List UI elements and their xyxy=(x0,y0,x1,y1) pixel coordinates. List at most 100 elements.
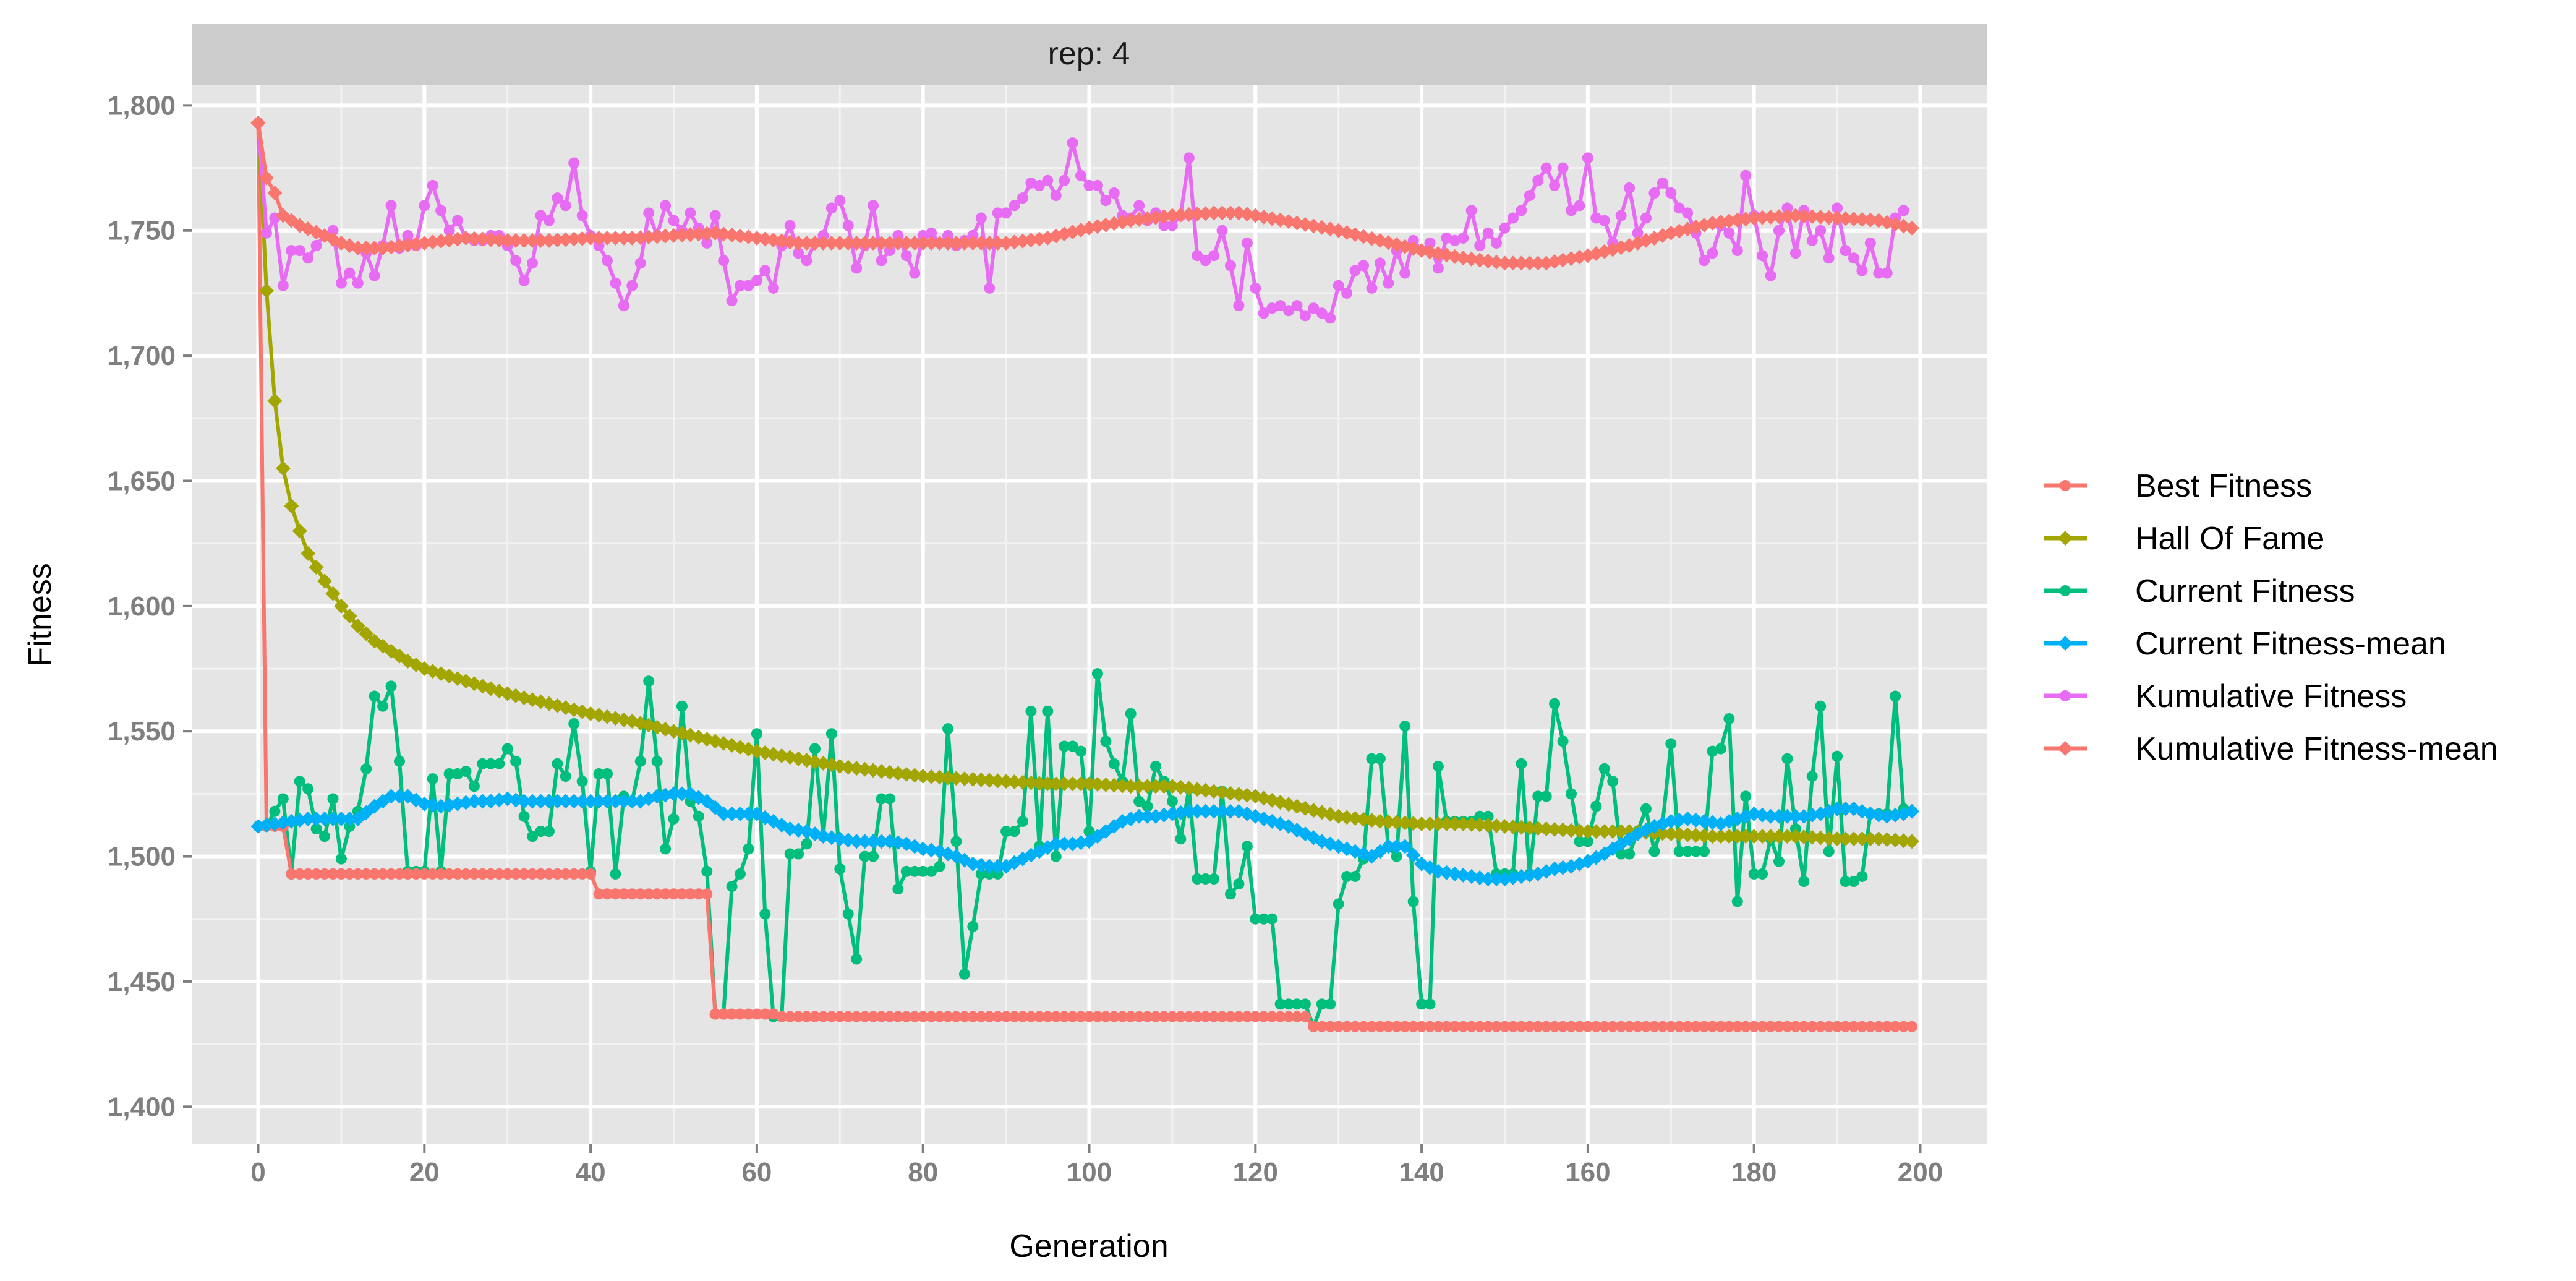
data-point-kumulative-fitness xyxy=(1881,267,1893,279)
legend-label-hall-of-fame: Hall Of Fame xyxy=(2135,521,2324,557)
data-point-kumulative-fitness-mean xyxy=(550,233,565,248)
data-point-best-fitness xyxy=(286,868,297,880)
data-point-best-fitness xyxy=(784,1011,796,1022)
legend-key-current-fitness xyxy=(2044,585,2087,596)
data-point-best-fitness xyxy=(1324,1021,1336,1032)
data-point-best-fitness xyxy=(1033,1011,1045,1022)
data-point-kumulative-fitness xyxy=(1166,220,1178,231)
data-point-kumulative-fitness-mean xyxy=(965,235,981,251)
data-point-best-fitness xyxy=(1333,1021,1344,1032)
data-point-kumulative-fitness-mean xyxy=(574,231,590,246)
data-point-kumulative-fitness-mean xyxy=(857,235,872,251)
data-point-kumulative-fitness xyxy=(1192,250,1203,262)
data-point-best-fitness xyxy=(1192,1011,1203,1022)
data-point-current-fitness xyxy=(294,776,305,787)
data-point-best-fitness xyxy=(1906,1021,1918,1032)
data-point-best-fitness xyxy=(1266,1011,1278,1022)
data-point-current-fitness-mean xyxy=(583,794,599,809)
data-point-kumulative-fitness xyxy=(1673,202,1685,214)
legend-marker xyxy=(2060,480,2071,491)
data-point-hall-of-fame xyxy=(1397,815,1413,831)
data-point-kumulative-fitness-mean xyxy=(625,230,640,246)
data-point-kumulative-fitness xyxy=(900,250,912,262)
x-axis-title: Generation xyxy=(1009,1228,1168,1264)
data-point-kumulative-fitness-mean xyxy=(492,233,507,248)
data-point-hall-of-fame xyxy=(1804,829,1820,845)
data-point-best-fitness xyxy=(369,868,380,880)
data-point-current-fitness xyxy=(1299,998,1311,1010)
data-point-best-fitness xyxy=(1507,1021,1519,1032)
data-point-current-fitness-mean xyxy=(716,806,731,821)
data-point-kumulative-fitness-mean xyxy=(1821,210,1836,225)
data-point-current-fitness xyxy=(1516,758,1527,769)
data-point-kumulative-fitness-mean xyxy=(1804,209,1820,225)
data-point-kumulative-fitness-mean xyxy=(1854,212,1870,227)
data-point-best-fitness xyxy=(1873,1021,1885,1032)
data-point-kumulative-fitness xyxy=(726,295,738,307)
data-point-current-fitness-mean xyxy=(1788,808,1803,824)
data-point-best-fitness xyxy=(1183,1011,1195,1022)
data-point-kumulative-fitness xyxy=(1781,202,1793,214)
data-point-current-fitness xyxy=(468,781,480,792)
data-point-current-fitness xyxy=(892,883,904,895)
legend-marker xyxy=(2058,636,2073,651)
data-point-kumulative-fitness-mean xyxy=(1763,209,1778,225)
data-point-best-fitness xyxy=(1524,1021,1535,1032)
data-point-kumulative-fitness xyxy=(1465,205,1477,216)
data-point-current-fitness-mean xyxy=(342,811,357,826)
data-point-best-fitness xyxy=(1407,1021,1419,1032)
data-point-kumulative-fitness-mean xyxy=(1173,207,1188,223)
data-point-best-fitness xyxy=(552,868,563,880)
data-point-kumulative-fitness xyxy=(926,227,937,239)
data-point-current-fitness-mean xyxy=(1838,801,1853,816)
data-point-kumulative-fitness xyxy=(767,282,779,294)
data-point-current-fitness xyxy=(834,863,846,875)
data-point-hall-of-fame xyxy=(1655,826,1670,841)
data-point-kumulative-fitness xyxy=(1250,282,1261,294)
y-tick-label: 1,400 xyxy=(108,1092,176,1122)
data-point-current-fitness xyxy=(735,868,746,880)
data-point-current-fitness-mean xyxy=(525,794,540,809)
data-point-kumulative-fitness xyxy=(817,229,829,241)
data-point-kumulative-fitness-mean xyxy=(566,231,582,247)
data-point-current-fitness xyxy=(1598,763,1610,774)
data-point-hall-of-fame xyxy=(1580,824,1595,839)
data-point-current-fitness xyxy=(1648,846,1660,857)
data-point-kumulative-fitness xyxy=(701,237,713,249)
data-point-kumulative-fitness xyxy=(634,257,646,269)
data-point-current-fitness xyxy=(1715,743,1726,755)
data-point-kumulative-fitness xyxy=(1033,179,1045,191)
data-point-kumulative-fitness xyxy=(1075,169,1087,181)
data-point-kumulative-fitness xyxy=(369,270,380,281)
data-point-best-fitness xyxy=(718,1008,730,1020)
data-point-current-fitness xyxy=(302,783,314,795)
data-point-best-fitness xyxy=(884,1011,895,1022)
x-tick-label: 120 xyxy=(1233,1157,1278,1188)
data-point-best-fitness xyxy=(1291,1011,1303,1022)
data-point-best-fitness xyxy=(443,868,455,880)
x-tick-label: 100 xyxy=(1067,1157,1112,1188)
data-point-kumulative-fitness xyxy=(1598,215,1610,226)
data-point-kumulative-fitness xyxy=(1516,205,1527,216)
data-point-best-fitness xyxy=(1773,1021,1785,1032)
data-point-best-fitness xyxy=(1441,1021,1452,1032)
data-point-best-fitness xyxy=(1009,1011,1020,1022)
data-point-kumulative-fitness xyxy=(1632,227,1644,239)
data-point-hall-of-fame xyxy=(1464,816,1479,832)
data-point-best-fitness xyxy=(1241,1011,1253,1022)
data-point-best-fitness xyxy=(1091,1011,1103,1022)
data-point-current-fitness-mean xyxy=(1381,839,1396,854)
data-point-best-fitness xyxy=(427,868,438,880)
data-point-current-fitness-mean xyxy=(1190,803,1205,819)
data-point-best-fitness xyxy=(1424,1021,1436,1032)
data-point-kumulative-fitness-mean xyxy=(832,235,848,251)
data-point-hall-of-fame xyxy=(1796,829,1812,844)
data-point-kumulative-fitness xyxy=(1898,205,1909,216)
data-point-hall-of-fame xyxy=(1846,831,1861,847)
data-point-hall-of-fame xyxy=(1389,815,1404,830)
data-point-current-fitness xyxy=(377,700,389,712)
data-point-best-fitness xyxy=(302,868,314,880)
data-point-kumulative-fitness-mean xyxy=(1514,255,1529,271)
data-point-current-fitness xyxy=(1224,888,1236,900)
data-point-kumulative-fitness-mean xyxy=(1505,255,1520,271)
